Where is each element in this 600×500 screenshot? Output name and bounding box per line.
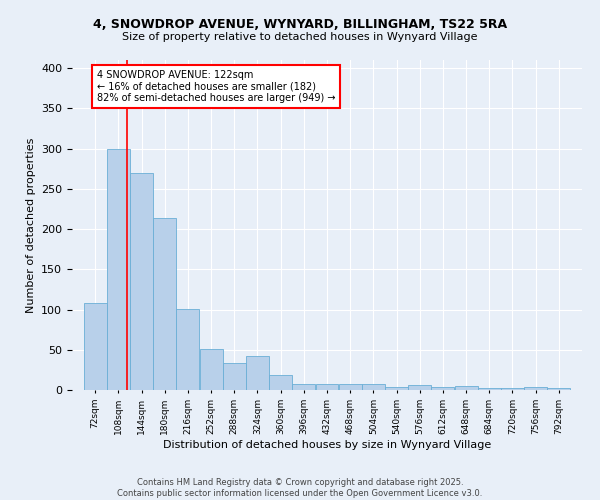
Bar — [431, 387, 454, 390]
Text: Size of property relative to detached houses in Wynyard Village: Size of property relative to detached ho… — [122, 32, 478, 42]
Text: 4 SNOWDROP AVENUE: 122sqm
← 16% of detached houses are smaller (182)
82% of semi: 4 SNOWDROP AVENUE: 122sqm ← 16% of detac… — [97, 70, 335, 103]
Bar — [269, 374, 292, 390]
Text: Contains HM Land Registry data © Crown copyright and database right 2025.
Contai: Contains HM Land Registry data © Crown c… — [118, 478, 482, 498]
Bar — [478, 388, 501, 390]
Bar — [455, 386, 478, 390]
Bar — [84, 303, 107, 390]
Bar — [408, 385, 431, 390]
Bar — [362, 384, 385, 390]
Bar — [223, 362, 246, 390]
Bar — [107, 150, 130, 390]
Bar — [246, 356, 269, 390]
Bar — [200, 349, 223, 390]
Bar — [153, 218, 176, 390]
Bar — [501, 388, 524, 390]
Bar — [292, 384, 315, 390]
Y-axis label: Number of detached properties: Number of detached properties — [26, 138, 35, 312]
Bar — [130, 172, 153, 390]
X-axis label: Distribution of detached houses by size in Wynyard Village: Distribution of detached houses by size … — [163, 440, 491, 450]
Bar — [547, 388, 570, 390]
Text: 4, SNOWDROP AVENUE, WYNYARD, BILLINGHAM, TS22 5RA: 4, SNOWDROP AVENUE, WYNYARD, BILLINGHAM,… — [93, 18, 507, 30]
Bar — [385, 387, 408, 390]
Bar — [176, 308, 199, 390]
Bar — [339, 384, 362, 390]
Bar — [316, 384, 338, 390]
Bar — [524, 387, 547, 390]
